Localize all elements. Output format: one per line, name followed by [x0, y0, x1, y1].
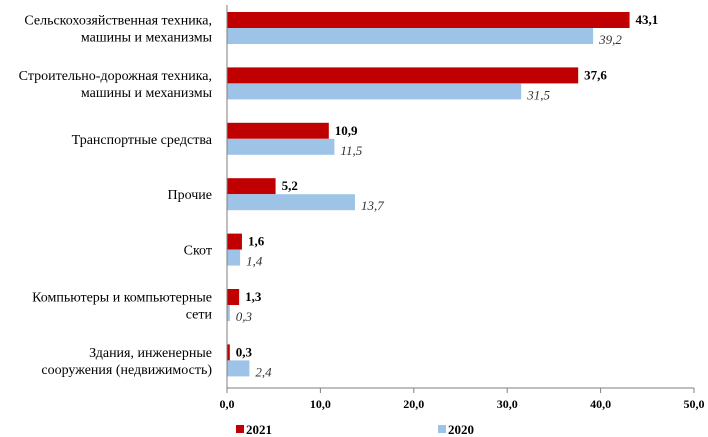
bar-2021 — [227, 12, 630, 28]
bar-2020 — [227, 249, 241, 266]
data-label-2021: 1,6 — [248, 234, 265, 249]
data-label-2020: 1,4 — [246, 254, 263, 269]
category-label: Здания, инженерные сооружения (недвижимос… — [41, 346, 212, 378]
bar-2021 — [227, 122, 329, 139]
category-label: Компьютеры и компьютерные сети — [32, 291, 212, 323]
data-label-2020: 31,5 — [526, 87, 550, 102]
bar-2021 — [227, 233, 242, 250]
legend-label-2021: 2021 — [246, 422, 272, 437]
data-label-2020: 2,4 — [255, 364, 272, 379]
bar-2020 — [227, 305, 230, 321]
x-tick-label: 20,0 — [403, 397, 424, 411]
data-label-2021: 10,9 — [335, 123, 358, 138]
bar-2021 — [227, 178, 276, 195]
category-label: Сельскохозяйственная техника, машины и ме… — [24, 14, 212, 46]
category-label: Прочие — [168, 188, 213, 203]
data-label-2020: 11,5 — [340, 143, 362, 158]
data-label-2021: 5,2 — [282, 178, 298, 193]
x-tick-label: 50,0 — [684, 397, 705, 411]
legend-swatch-2021 — [236, 425, 244, 433]
bar-2020 — [227, 138, 335, 155]
bar-2021 — [227, 67, 579, 84]
data-label-2020: 13,7 — [361, 198, 384, 213]
x-tick-label: 40,0 — [590, 397, 611, 411]
bar-2021 — [227, 289, 240, 305]
bar-2020 — [227, 28, 594, 44]
legend-label-2020: 2020 — [448, 422, 474, 437]
category-label: Скот — [184, 244, 212, 259]
x-tick-label: 0,0 — [220, 397, 235, 411]
data-label-2021: 37,6 — [584, 67, 607, 82]
data-label-2021: 43,1 — [636, 12, 659, 27]
bar-2020 — [227, 83, 522, 100]
data-label-2020: 39,2 — [598, 32, 622, 47]
legend: 2021 2020 — [236, 422, 474, 437]
x-tick-label: 10,0 — [310, 397, 331, 411]
data-label-2020: 0,3 — [236, 309, 253, 324]
x-axis: 0,0 10,0 20,0 30,0 40,0 50,0 — [220, 5, 705, 411]
data-label-2021: 0,3 — [236, 344, 253, 359]
category-labels: Сельскохозяйственная техника, машины и ме… — [19, 14, 213, 378]
data-label-2021: 1,3 — [245, 289, 262, 304]
category-label: Строительно-дорожная техника, машины и ме… — [19, 69, 213, 101]
bar-2020 — [227, 360, 250, 377]
bar-2020 — [227, 194, 355, 211]
bar-2021 — [227, 344, 230, 361]
bars-layer: 43,1 39,2 37,6 31,5 10,9 11,5 5,2 13,7 1,6 1,4 1,3… — [227, 12, 658, 379]
category-label: Транспортные средства — [72, 133, 213, 148]
x-tick-label: 30,0 — [497, 397, 518, 411]
legend-swatch-2020 — [438, 425, 446, 433]
